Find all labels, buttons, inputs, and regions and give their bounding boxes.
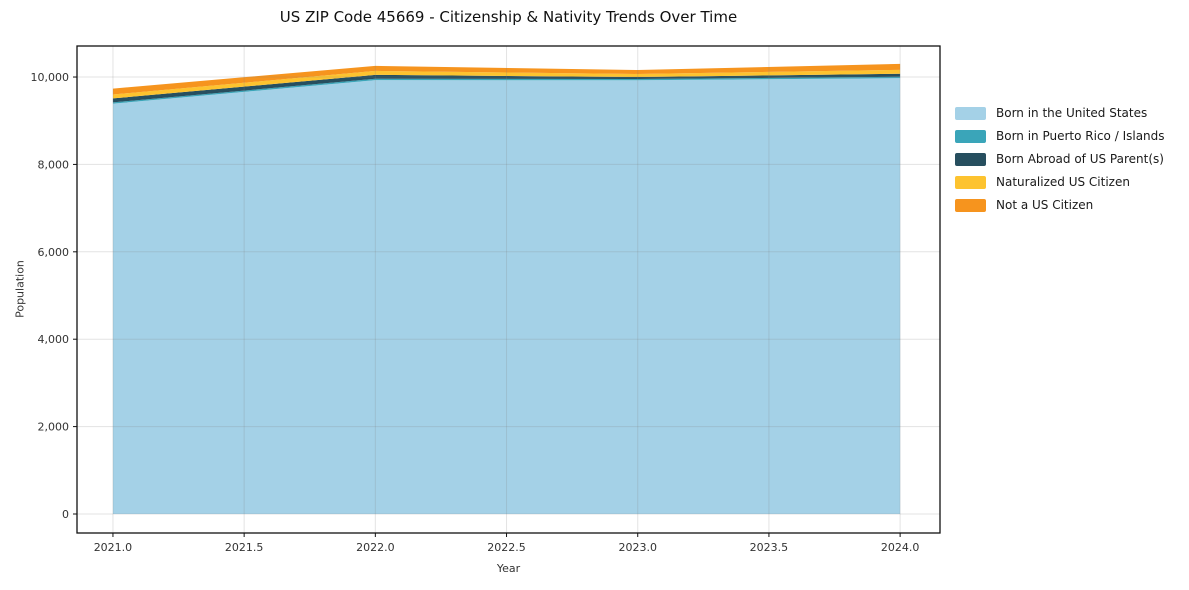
x-tick-label: 2022.0: [356, 541, 395, 554]
y-tick-label: 2,000: [38, 421, 70, 434]
y-tick-label: 6,000: [38, 246, 70, 259]
area-born-in-the-united-states: [112, 78, 901, 514]
y-axis-label: Population: [13, 260, 27, 318]
legend-label: Born in the United States: [996, 106, 1148, 120]
x-tick-label: 2021.0: [94, 541, 133, 554]
y-tick-label: 10,000: [31, 71, 70, 84]
legend-swatch-icon: [955, 107, 986, 120]
chart-title: US ZIP Code 45669 - Citizenship & Nativi…: [279, 8, 738, 26]
legend-item-born-in-puerto-rico-islands: Born in Puerto Rico / Islands: [955, 130, 1165, 143]
y-tick-label: 4,000: [38, 333, 70, 346]
legend-swatch-icon: [955, 153, 986, 166]
legend-item-born-abroad-of-us-parent-s: Born Abroad of US Parent(s): [955, 153, 1165, 166]
legend-label: Born Abroad of US Parent(s): [996, 152, 1164, 166]
x-tick-label: 2023.0: [618, 541, 657, 554]
legend-swatch-icon: [955, 130, 986, 143]
legend-item-naturalized-us-citizen: Naturalized US Citizen: [955, 176, 1165, 189]
legend-swatch-icon: [955, 176, 986, 189]
legend-swatch-icon: [955, 199, 986, 212]
legend: Born in the United States Born in Puerto …: [955, 107, 1165, 222]
area-born-abroad-of-us-parent-s: [112, 73, 901, 103]
y-tick-label: 8,000: [38, 158, 70, 171]
legend-label: Born in Puerto Rico / Islands: [996, 129, 1165, 143]
x-tick-label: 2022.5: [487, 541, 526, 554]
area-naturalized-us-citizen: [112, 69, 901, 99]
legend-label: Naturalized US Citizen: [996, 175, 1130, 189]
y-tick-label: 0: [62, 508, 69, 521]
area-not-a-us-citizen: [112, 63, 901, 95]
legend-item-born-in-the-united-states: Born in the United States: [955, 107, 1165, 120]
x-axis-label: Year: [496, 562, 521, 575]
x-tick-label: 2024.0: [881, 541, 920, 554]
x-tick-label: 2021.5: [225, 541, 264, 554]
legend-item-not-a-us-citizen: Not a US Citizen: [955, 199, 1165, 212]
x-tick-label: 2023.5: [750, 541, 789, 554]
axes-box: [76, 45, 941, 534]
legend-label: Not a US Citizen: [996, 198, 1094, 212]
